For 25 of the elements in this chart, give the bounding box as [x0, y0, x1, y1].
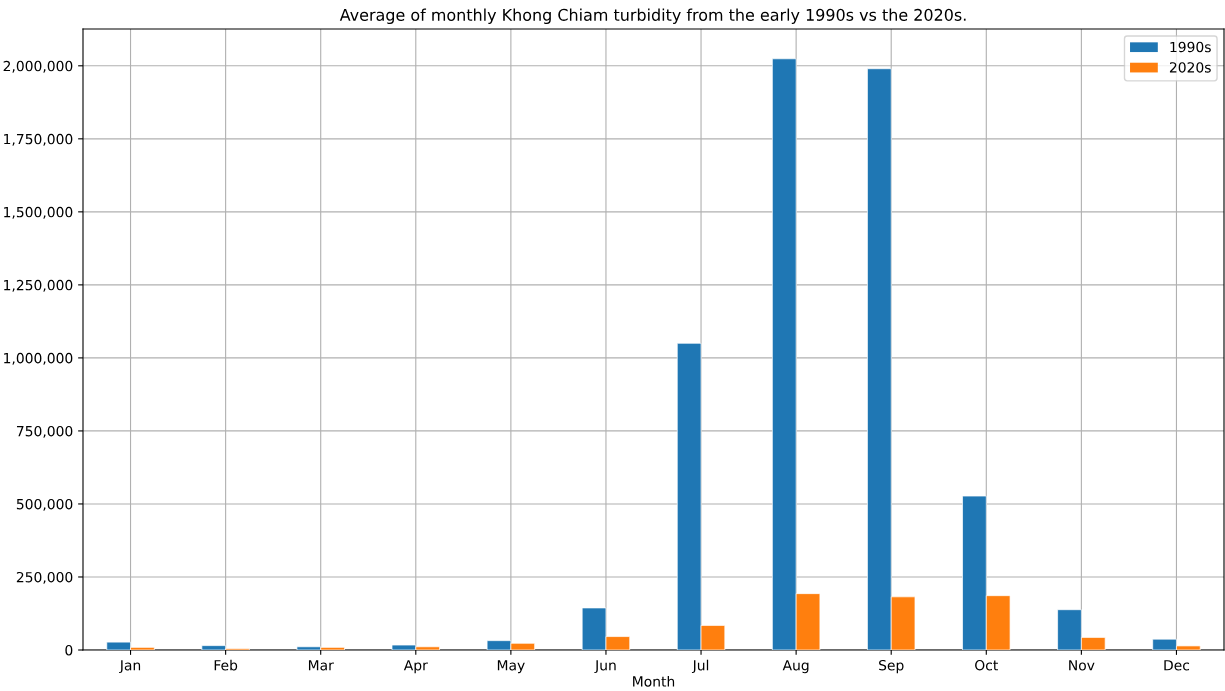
y-tick-label: 2,000,000 — [3, 60, 73, 73]
x-tick-label: Apr — [403, 660, 428, 674]
y-tick-label: 0 — [65, 644, 73, 656]
x-tick-label: Jan — [119, 660, 141, 674]
y-tick-label: 500,000 — [16, 498, 73, 511]
y-tick-label: 750,000 — [16, 425, 73, 438]
y-tick-label: 1,000,000 — [4, 352, 73, 365]
chart-title: Average of monthly Khong Chiam turbidity from the early 1990s vs the 2020s. — [339, 8, 966, 24]
x-tick-label: Jun — [594, 660, 616, 674]
x-tick-label: Dec — [1164, 660, 1190, 671]
x-axis-title: Month — [633, 675, 675, 687]
legend-label: 1990s — [1170, 41, 1211, 53]
y-tick-label: 1,750,000 — [4, 133, 73, 146]
x-tick-label: Nov — [1069, 660, 1095, 671]
x-tick-label: Jul — [691, 659, 709, 674]
y-tick-label: 1,500,000 — [4, 206, 73, 219]
x-tick-label: May — [497, 660, 525, 674]
x-tick-label: Aug — [782, 660, 809, 674]
legend-label: 2020s — [1169, 62, 1211, 73]
y-tick-label: 1,250,000 — [4, 279, 73, 292]
x-tick-label: Feb — [214, 659, 238, 671]
x-tick-label: Oct — [975, 659, 998, 671]
y-tick-label: 250,000 — [16, 571, 73, 584]
x-tick-label: Mar — [308, 660, 334, 671]
x-tick-label: Sep — [879, 659, 904, 674]
